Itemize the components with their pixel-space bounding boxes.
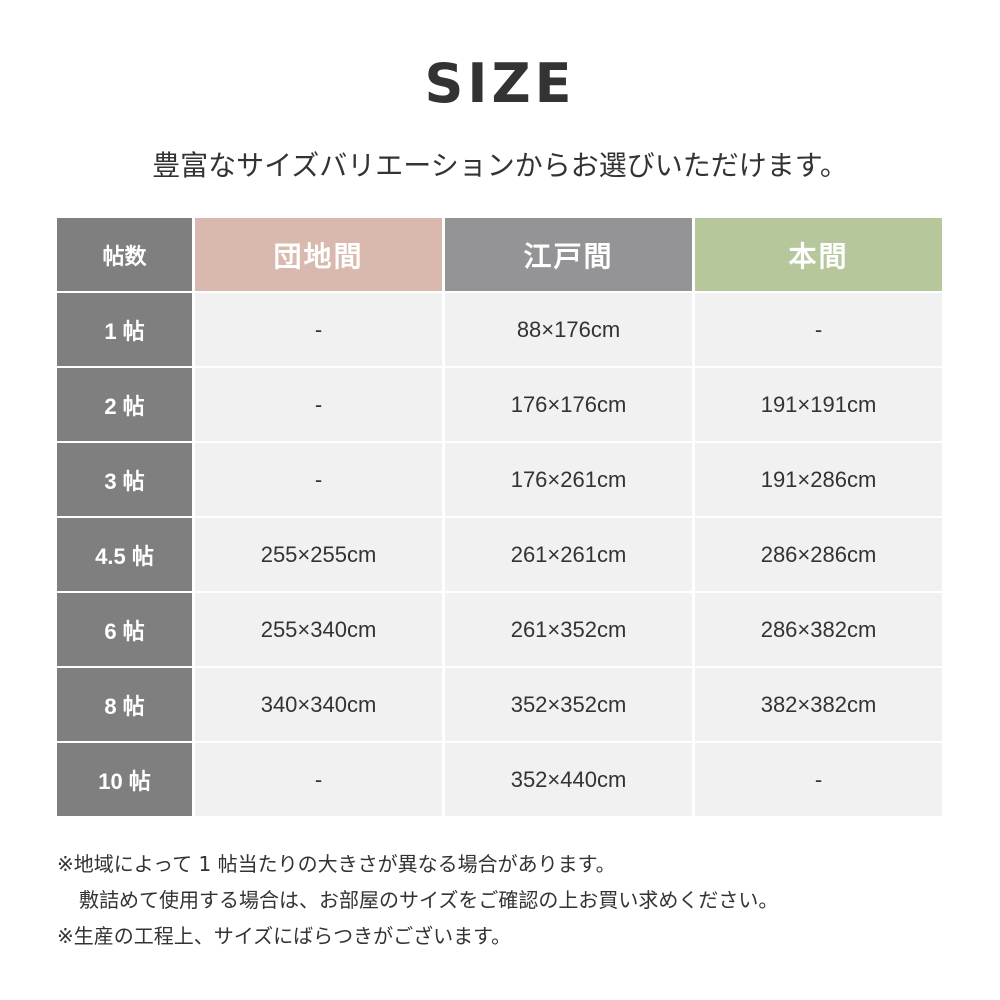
table-cell: 352×440cm	[445, 743, 692, 816]
note: 敷詰めて使用する場合は、お部屋のサイズをご確認の上お買い求めください。	[79, 888, 779, 912]
notes: ※地域によって 1 帖当たりの大きさが異なる場合があります。 敷詰めて使用する場…	[57, 846, 778, 954]
table-cell: 261×261cm	[445, 518, 692, 591]
table-cell: 352×352cm	[445, 668, 692, 741]
row-header: 3 帖	[57, 443, 192, 516]
page-title: SIZE	[424, 52, 576, 115]
row-header: 6 帖	[57, 593, 192, 666]
table-cell: -	[195, 293, 442, 366]
row-header: 10 帖	[57, 743, 192, 816]
table-cell: 382×382cm	[695, 668, 942, 741]
note: ※地域によって 1 帖当たりの大きさが異なる場合があります。	[57, 852, 616, 876]
table-cell: -	[695, 743, 942, 816]
column-header: 本間	[695, 218, 942, 291]
column-header: 団地間	[195, 218, 442, 291]
row-header: 4.5 帖	[57, 518, 192, 591]
table-cell: 255×255cm	[195, 518, 442, 591]
table-cell: 191×286cm	[695, 443, 942, 516]
row-header: 8 帖	[57, 668, 192, 741]
table-cell: 191×191cm	[695, 368, 942, 441]
header-corner: 帖数	[57, 218, 192, 291]
table-cell: 261×352cm	[445, 593, 692, 666]
table-cell: -	[195, 743, 442, 816]
table-cell: -	[195, 443, 442, 516]
table-cell: 88×176cm	[445, 293, 692, 366]
row-header: 1 帖	[57, 293, 192, 366]
page-subtitle: 豊富なサイズバリエーションからお選びいただけます。	[152, 149, 848, 182]
table-cell: 340×340cm	[195, 668, 442, 741]
table-cell: 286×286cm	[695, 518, 942, 591]
table-cell: -	[695, 293, 942, 366]
table-cell: 176×261cm	[445, 443, 692, 516]
table-cell: -	[195, 368, 442, 441]
table-cell: 286×382cm	[695, 593, 942, 666]
table-cell: 176×176cm	[445, 368, 692, 441]
size-table: 帖数 団地間 江戸間 本間 1 帖 -88×176cm -2 帖 -176×176cm 191×…	[57, 218, 942, 816]
note: ※生産の工程上、サイズにばらつきがございます。	[57, 924, 512, 948]
table-cell: 255×340cm	[195, 593, 442, 666]
column-header: 江戸間	[445, 218, 692, 291]
row-header: 2 帖	[57, 368, 192, 441]
